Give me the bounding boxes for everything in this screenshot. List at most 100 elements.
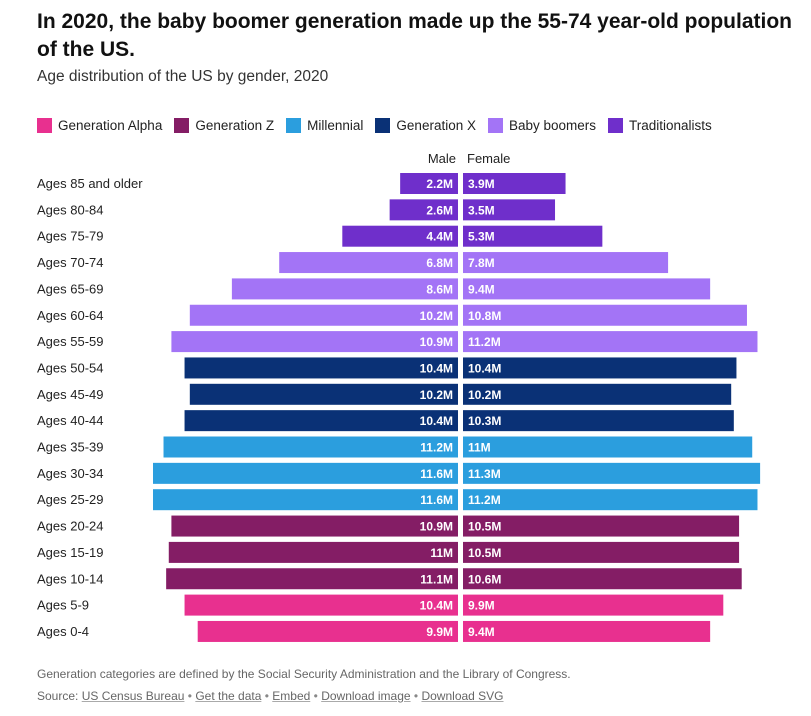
male-bar <box>279 252 458 274</box>
age-label: Ages 80-84 <box>37 202 104 217</box>
male-bar <box>168 541 458 563</box>
male-value-label: 10.4M <box>420 414 453 428</box>
male-value-label: 2.2M <box>426 177 453 191</box>
female-bar <box>463 489 758 511</box>
age-label: Ages 60-64 <box>37 308 104 323</box>
age-label: Ages 35-39 <box>37 440 104 455</box>
legend-label: Generation Z <box>195 118 275 133</box>
legend-label: Generation Alpha <box>58 118 163 133</box>
female-value-label: 11.2M <box>468 493 501 507</box>
source-line: Source: US Census Bureau • Get the data … <box>37 689 504 703</box>
separator-dot: • <box>313 689 318 703</box>
embed-link[interactable]: Embed <box>272 689 311 703</box>
age-label: Ages 40-44 <box>37 413 104 428</box>
separator-dot: • <box>413 689 419 703</box>
legend-label: Generation X <box>396 118 476 133</box>
female-value-label: 9.4M <box>468 625 495 639</box>
female-bar <box>463 225 603 247</box>
male-value-label: 8.6M <box>426 282 453 296</box>
female-bar <box>463 620 711 642</box>
female-value-label: 10.3M <box>468 414 501 428</box>
female-bar <box>463 383 732 405</box>
chart-title: In 2020, the baby boomer generation made… <box>37 10 792 61</box>
source-link-us-census-bureau[interactable]: US Census Bureau <box>81 689 185 703</box>
male-value-label: 10.4M <box>420 361 453 375</box>
legend-swatch <box>286 118 302 133</box>
male-bar <box>231 278 458 300</box>
female-value-label: 9.4M <box>468 282 495 296</box>
female-value-label: 7.8M <box>468 256 495 270</box>
age-label: Ages 75-79 <box>37 229 104 244</box>
female-value-label: 3.9M <box>468 177 495 191</box>
chart-subtitle: Age distribution of the US by gender, 20… <box>37 68 329 85</box>
legend-item-generation-x: Generation X <box>375 118 476 133</box>
female-bar <box>463 252 669 274</box>
male-value-label: 11.6M <box>420 467 453 481</box>
legend-label: Millennial <box>307 118 364 133</box>
male-bar <box>389 199 458 221</box>
male-bar <box>153 462 458 484</box>
male-bar <box>171 331 459 353</box>
footnote: Generation categories are defined by the… <box>37 667 571 681</box>
male-bar <box>163 436 458 458</box>
male-value-label: 6.8M <box>426 256 453 270</box>
female-bar <box>463 199 556 221</box>
age-label: Ages 20-24 <box>37 519 104 534</box>
legend-swatch <box>174 118 190 133</box>
female-bar <box>463 173 566 194</box>
age-label: Ages 0-4 <box>37 624 89 639</box>
female-header: Female <box>467 151 510 166</box>
male-value-label: 11.1M <box>420 572 453 586</box>
male-value-label: 10.4M <box>420 599 453 613</box>
get-the-data-link[interactable]: Get the data <box>195 689 262 703</box>
male-bar <box>197 620 458 642</box>
legend-item-generation-z: Generation Z <box>174 118 274 133</box>
female-bar <box>463 436 753 458</box>
female-value-label: 11M <box>468 441 491 455</box>
separator-dot: • <box>187 689 192 703</box>
age-label: Ages 55-59 <box>37 334 104 349</box>
female-value-label: 10.6M <box>468 572 501 586</box>
female-bar <box>463 541 740 563</box>
population-pyramid-chart: Male Female Ages 85 and older 2.2M 3.9M Ages … <box>37 151 761 642</box>
age-label: Ages 45-49 <box>37 387 104 402</box>
age-label: Ages 50-54 <box>37 360 104 375</box>
male-value-label: 10.2M <box>420 388 453 402</box>
male-value-label: 10.9M <box>420 335 453 349</box>
female-bar <box>463 357 737 379</box>
download-svg-link[interactable]: Download SVG <box>421 689 504 703</box>
age-label: Ages 5-9 <box>37 598 89 613</box>
male-bar <box>171 515 459 537</box>
legend-swatch <box>608 118 624 133</box>
male-value-label: 10.2M <box>420 309 453 323</box>
female-bar <box>463 568 742 590</box>
female-bar <box>463 331 758 353</box>
age-label: Ages 30-34 <box>37 466 104 481</box>
male-value-label: 11.6M <box>420 493 453 507</box>
legend-item-millennial: Millennial <box>286 118 363 133</box>
age-label: Ages 85 and older <box>37 176 143 191</box>
male-bar <box>342 225 458 247</box>
female-bar <box>463 278 711 300</box>
male-bar <box>189 383 458 405</box>
female-value-label: 9.9M <box>468 599 495 613</box>
male-bar <box>184 357 458 379</box>
male-value-label: 4.4M <box>426 230 453 244</box>
male-value-label: 2.6M <box>426 203 453 217</box>
male-bar <box>184 594 458 616</box>
legend-swatch <box>487 118 503 133</box>
female-value-label: 10.2M <box>468 388 501 402</box>
male-header: Male <box>428 151 456 166</box>
legend-swatch <box>375 118 391 133</box>
female-value-label: 10.5M <box>468 520 501 534</box>
male-bar <box>153 489 458 511</box>
female-bar <box>463 304 747 326</box>
download-image-link[interactable]: Download image <box>321 689 411 703</box>
male-value-label: 10.9M <box>420 520 453 534</box>
female-bar <box>463 515 740 537</box>
female-bar <box>463 410 734 432</box>
legend-swatch <box>37 118 52 133</box>
female-value-label: 3.5M <box>468 203 495 217</box>
legend-item-traditionalists: Traditionalists <box>608 118 712 133</box>
legend-label: Traditionalists <box>629 118 712 133</box>
